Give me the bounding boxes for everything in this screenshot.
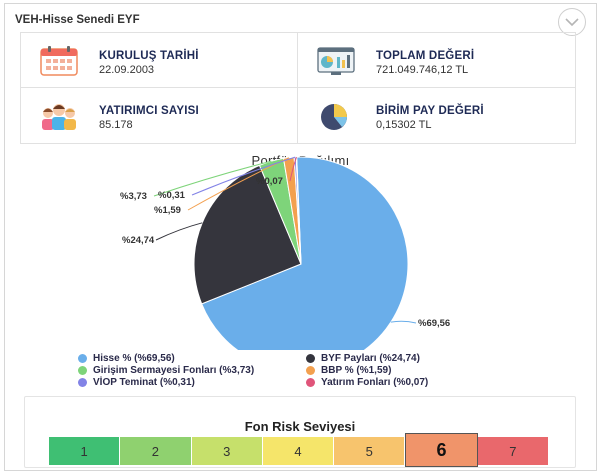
dashboard-chart-icon — [317, 47, 355, 75]
info-unit-value: BİRİM PAY DEĞERİ 0,15302 TL — [298, 88, 575, 143]
pie-label-connector — [289, 156, 297, 182]
legend-item[interactable]: VİOP Teminat (%0,31) — [78, 377, 306, 388]
people-icon — [42, 104, 76, 130]
pie-data-label: %0,07 — [256, 176, 283, 187]
portfolio-pie-chart: %69,56 %24,74 %3,73 %1,59 %0,31 %0,07 — [120, 156, 450, 350]
info-value: 721.049.746,12 TL — [376, 64, 469, 76]
risk-level-2: 2 — [120, 437, 192, 465]
legend-label: Yatırım Fonları (%0,07) — [321, 377, 429, 388]
risk-level-5: 5 — [334, 437, 406, 465]
legend-item[interactable]: Yatırım Fonları (%0,07) — [306, 377, 506, 388]
calendar-icon — [40, 46, 78, 76]
info-label: KURULUŞ TARİHİ — [99, 50, 199, 62]
legend-item[interactable]: BBP % (%1,59) — [306, 365, 506, 376]
pie-chart-icon — [321, 104, 347, 130]
info-label: BİRİM PAY DEĞERİ — [376, 105, 484, 117]
chart-legend: Hisse % (%69,56) BYF Payları (%24,74) Giri… — [78, 353, 508, 388]
pie-label-connector — [153, 160, 272, 197]
fund-title: VEH-Hisse Senedi EYF — [15, 14, 140, 26]
legend-label: BYF Payları (%24,74) — [321, 353, 420, 364]
pie-label-connector — [191, 156, 296, 196]
fund-info-grid: KURULUŞ TARİHİ 22.09.2003 TOPLAM DEĞERİ … — [20, 32, 576, 144]
legend-dot-icon — [78, 354, 87, 363]
pie-data-label: %1,59 — [154, 205, 181, 216]
legend-dot-icon — [78, 366, 87, 375]
info-value: 85.178 — [99, 119, 133, 131]
risk-level-6: 6 — [405, 433, 478, 467]
info-investor-count: YATIRIMCI SAYISI 85.178 — [21, 88, 298, 143]
pie-data-label: %0,31 — [158, 190, 186, 201]
legend-dot-icon — [306, 366, 315, 375]
info-value: 22.09.2003 — [99, 64, 155, 76]
info-founding-date: KURULUŞ TARİHİ 22.09.2003 — [21, 33, 298, 88]
pie-slice[interactable] — [201, 156, 409, 350]
legend-dot-icon — [306, 378, 315, 387]
legend-dot-icon — [306, 354, 315, 363]
legend-label: BBP % (%1,59) — [321, 365, 392, 376]
pie-data-label: %3,73 — [120, 191, 147, 202]
pie-label-connector — [155, 222, 203, 241]
legend-label: Girişim Sermayesi Fonları (%3,73) — [93, 365, 255, 376]
risk-level-7: 7 — [477, 437, 549, 465]
chevron-down-icon — [565, 17, 579, 26]
legend-label: VİOP Teminat (%0,31) — [93, 377, 195, 388]
pie-data-label: %24,74 — [122, 235, 155, 246]
legend-item[interactable]: Girişim Sermayesi Fonları (%3,73) — [78, 365, 306, 376]
risk-level-4: 4 — [262, 437, 335, 465]
info-label: TOPLAM DEĞERİ — [376, 50, 475, 62]
risk-level-1: 1 — [49, 437, 121, 465]
info-value: 0,15302 TL — [376, 119, 432, 131]
legend-label: Hisse % (%69,56) — [93, 353, 175, 364]
risk-level-3: 3 — [191, 437, 263, 465]
pie-data-label: %69,56 — [418, 318, 450, 329]
risk-title: Fon Risk Seviyesi — [244, 419, 356, 434]
legend-item[interactable]: BYF Payları (%24,74) — [306, 353, 506, 364]
collapse-button[interactable] — [558, 8, 586, 36]
legend-dot-icon — [78, 378, 87, 387]
info-label: YATIRIMCI SAYISI — [99, 105, 199, 117]
pie-label-connector — [390, 320, 417, 324]
info-total-value: TOPLAM DEĞERİ 721.049.746,12 TL — [298, 33, 575, 88]
legend-item[interactable]: Hisse % (%69,56) — [78, 353, 306, 364]
